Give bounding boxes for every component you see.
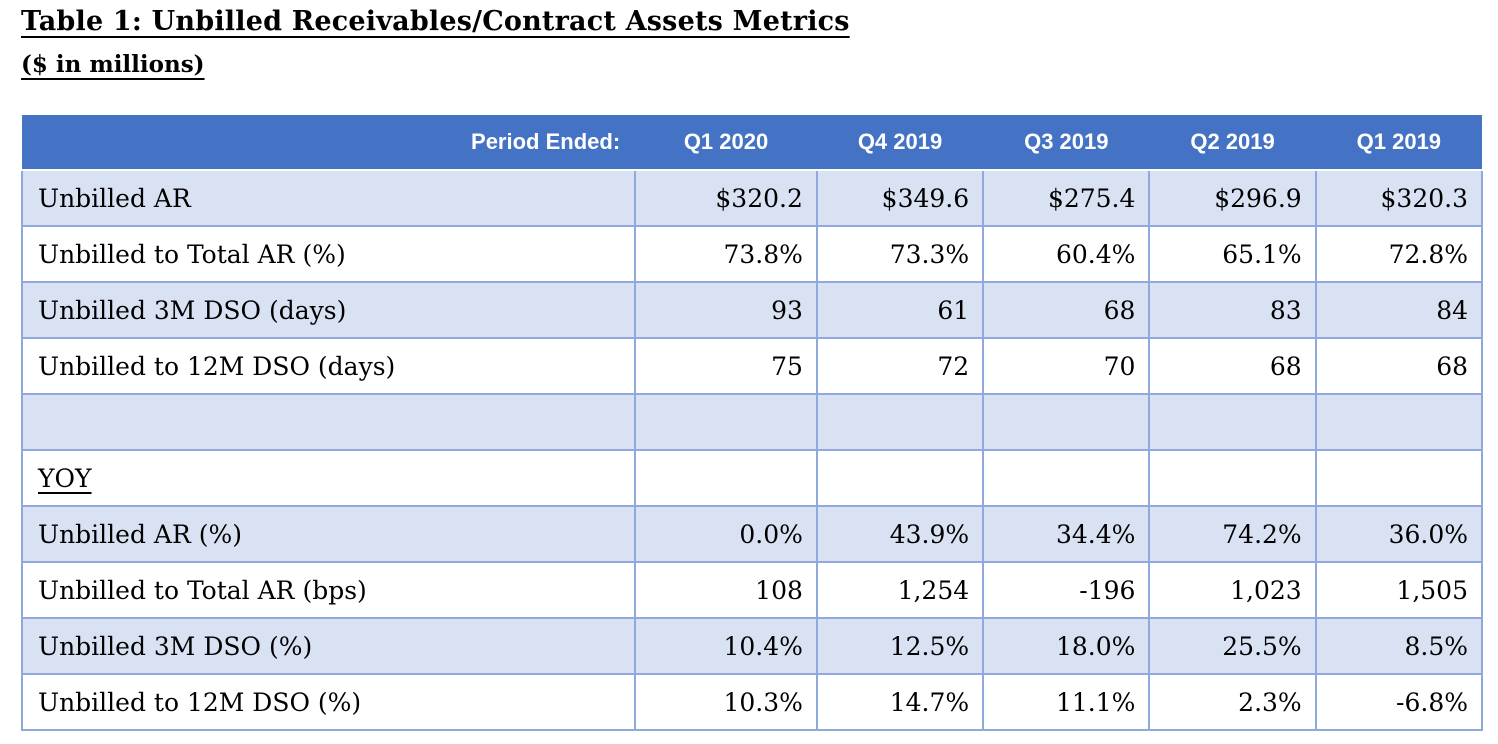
table-row-spacer — [20, 393, 1484, 451]
cell-value: $320.2 — [634, 169, 818, 227]
cell-value: 68 — [1148, 337, 1317, 395]
cell-value — [1148, 393, 1317, 451]
cell-value: -196 — [982, 561, 1151, 619]
period-ended-label: Period Ended: — [22, 115, 636, 171]
cell-value: 8.5% — [1314, 617, 1484, 675]
column-header-q4-2019: Q4 2019 — [816, 115, 984, 171]
table-row-yoy-section: YOY — [20, 449, 1484, 507]
table-row-yoy-unbilled-to-12m-dso-pct: Unbilled to 12M DSO (%) 10.3% 14.7% 11.1… — [20, 673, 1484, 731]
cell-value: -6.8% — [1314, 673, 1484, 731]
cell-value: 108 — [634, 561, 818, 619]
row-label: Unbilled 3M DSO (%) — [20, 617, 637, 675]
cell-value: 72.8% — [1314, 225, 1484, 283]
cell-value — [1314, 449, 1484, 507]
cell-value: 1,023 — [1148, 561, 1317, 619]
document-subtitle: ($ in millions) — [21, 51, 205, 78]
cell-value: 84 — [1314, 281, 1484, 339]
cell-value: 1,505 — [1314, 561, 1484, 619]
cell-value: 61 — [815, 281, 985, 339]
cell-value: 36.0% — [1314, 505, 1484, 563]
metrics-table: Period Ended: Q1 2020 Q4 2019 Q3 2019 Q2… — [20, 115, 1484, 731]
cell-value — [982, 449, 1151, 507]
cell-value: 2.3% — [1148, 673, 1317, 731]
table-row-unbilled-to-total-ar-pct: Unbilled to Total AR (%) 73.8% 73.3% 60.… — [20, 225, 1484, 283]
cell-value: 0.0% — [634, 505, 818, 563]
cell-value: 43.9% — [815, 505, 985, 563]
row-label: Unbilled to Total AR (%) — [20, 225, 637, 283]
cell-value — [1148, 449, 1317, 507]
cell-value — [634, 393, 818, 451]
cell-value — [815, 449, 985, 507]
column-header-q2-2019: Q2 2019 — [1149, 115, 1316, 171]
table-row-unbilled-to-12m-dso-days: Unbilled to 12M DSO (days) 75 72 70 68 6… — [20, 337, 1484, 395]
cell-value: $296.9 — [1148, 169, 1317, 227]
cell-value: $275.4 — [982, 169, 1151, 227]
cell-value: 74.2% — [1148, 505, 1317, 563]
cell-value: 18.0% — [982, 617, 1151, 675]
cell-value: 10.4% — [634, 617, 818, 675]
table-row-yoy-unbilled-3m-dso-pct: Unbilled 3M DSO (%) 10.4% 12.5% 18.0% 25… — [20, 617, 1484, 675]
row-label: Unbilled AR (%) — [20, 505, 637, 563]
column-header-q3-2019: Q3 2019 — [983, 115, 1150, 171]
row-label: Unbilled 3M DSO (days) — [20, 281, 637, 339]
row-label: Unbilled to 12M DSO (days) — [20, 337, 637, 395]
cell-value: 10.3% — [634, 673, 818, 731]
column-header-q1-2019: Q1 2019 — [1315, 115, 1482, 171]
cell-value: 11.1% — [982, 673, 1151, 731]
cell-value: 72 — [815, 337, 985, 395]
cell-value: 75 — [634, 337, 818, 395]
cell-value: 14.7% — [815, 673, 985, 731]
cell-value: 73.8% — [634, 225, 818, 283]
row-label: Unbilled to 12M DSO (%) — [20, 673, 637, 731]
cell-value — [982, 393, 1151, 451]
table-header-row: Period Ended: Q1 2020 Q4 2019 Q3 2019 Q2… — [22, 115, 1482, 171]
cell-value: 25.5% — [1148, 617, 1317, 675]
yoy-section-label: YOY — [20, 449, 637, 507]
cell-value: 70 — [982, 337, 1151, 395]
table-row-unbilled-3m-dso-days: Unbilled 3M DSO (days) 93 61 68 83 84 — [20, 281, 1484, 339]
row-label: Unbilled AR — [20, 169, 637, 227]
row-label: Unbilled to Total AR (bps) — [20, 561, 637, 619]
cell-value: 34.4% — [982, 505, 1151, 563]
cell-value: 73.3% — [815, 225, 985, 283]
document-title: Table 1: Unbilled Receivables/Contract A… — [21, 6, 850, 37]
table-row-yoy-unbilled-ar-pct: Unbilled AR (%) 0.0% 43.9% 34.4% 74.2% 3… — [20, 505, 1484, 563]
cell-value: 65.1% — [1148, 225, 1317, 283]
cell-value: 68 — [1314, 337, 1484, 395]
cell-value — [634, 449, 818, 507]
cell-value: 68 — [982, 281, 1151, 339]
cell-value: $349.6 — [815, 169, 985, 227]
cell-value — [1314, 393, 1484, 451]
cell-value: 83 — [1148, 281, 1317, 339]
table-row-unbilled-ar: Unbilled AR $320.2 $349.6 $275.4 $296.9 … — [20, 169, 1484, 227]
row-label — [20, 393, 637, 451]
cell-value: 1,254 — [815, 561, 985, 619]
cell-value: $320.3 — [1314, 169, 1484, 227]
table-row-yoy-unbilled-to-total-ar-bps: Unbilled to Total AR (bps) 108 1,254 -19… — [20, 561, 1484, 619]
cell-value: 60.4% — [982, 225, 1151, 283]
column-header-q1-2020: Q1 2020 — [635, 115, 817, 171]
cell-value — [815, 393, 985, 451]
cell-value: 93 — [634, 281, 818, 339]
cell-value: 12.5% — [815, 617, 985, 675]
